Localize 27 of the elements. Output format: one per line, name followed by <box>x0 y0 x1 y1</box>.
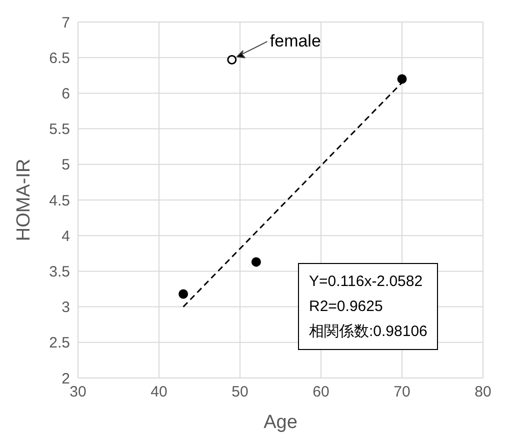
annotation: Y=0.116x-2.0582 <box>309 272 424 292</box>
point <box>251 257 261 267</box>
y-tick-label: 7 <box>62 14 70 32</box>
point <box>397 74 407 84</box>
y-tick-label: 3.5 <box>49 264 70 281</box>
x-tick-label: 50 <box>232 384 248 401</box>
x-tick-label: 60 <box>312 384 330 401</box>
y-tick-label: 5 <box>62 156 70 174</box>
y-tick-label: 6.5 <box>49 50 70 67</box>
y-axis-title: HOMA-IR <box>14 158 35 242</box>
annotation: female <box>270 32 321 51</box>
point <box>227 54 237 64</box>
y-tick-label: 6 <box>62 86 70 103</box>
x-tick-label: 80 <box>474 384 492 401</box>
y-tick-label: 3 <box>62 299 70 316</box>
x-tick-label: 40 <box>150 384 168 401</box>
y-tick-label: 4 <box>62 228 70 245</box>
y-tick-label: 5.5 <box>49 121 70 138</box>
y-tick-label: 4.5 <box>49 192 70 210</box>
annotation: 相関係数:0.98106 <box>309 322 428 342</box>
point <box>178 289 188 299</box>
y-tick-label: 2 <box>62 370 70 388</box>
x-tick-label: 30 <box>70 384 86 401</box>
annotation: R2=0.9625 <box>309 297 384 317</box>
x-tick-label: 70 <box>394 384 410 401</box>
y-tick-label: 2.5 <box>49 334 70 352</box>
x-axis-title: Age <box>264 412 298 433</box>
